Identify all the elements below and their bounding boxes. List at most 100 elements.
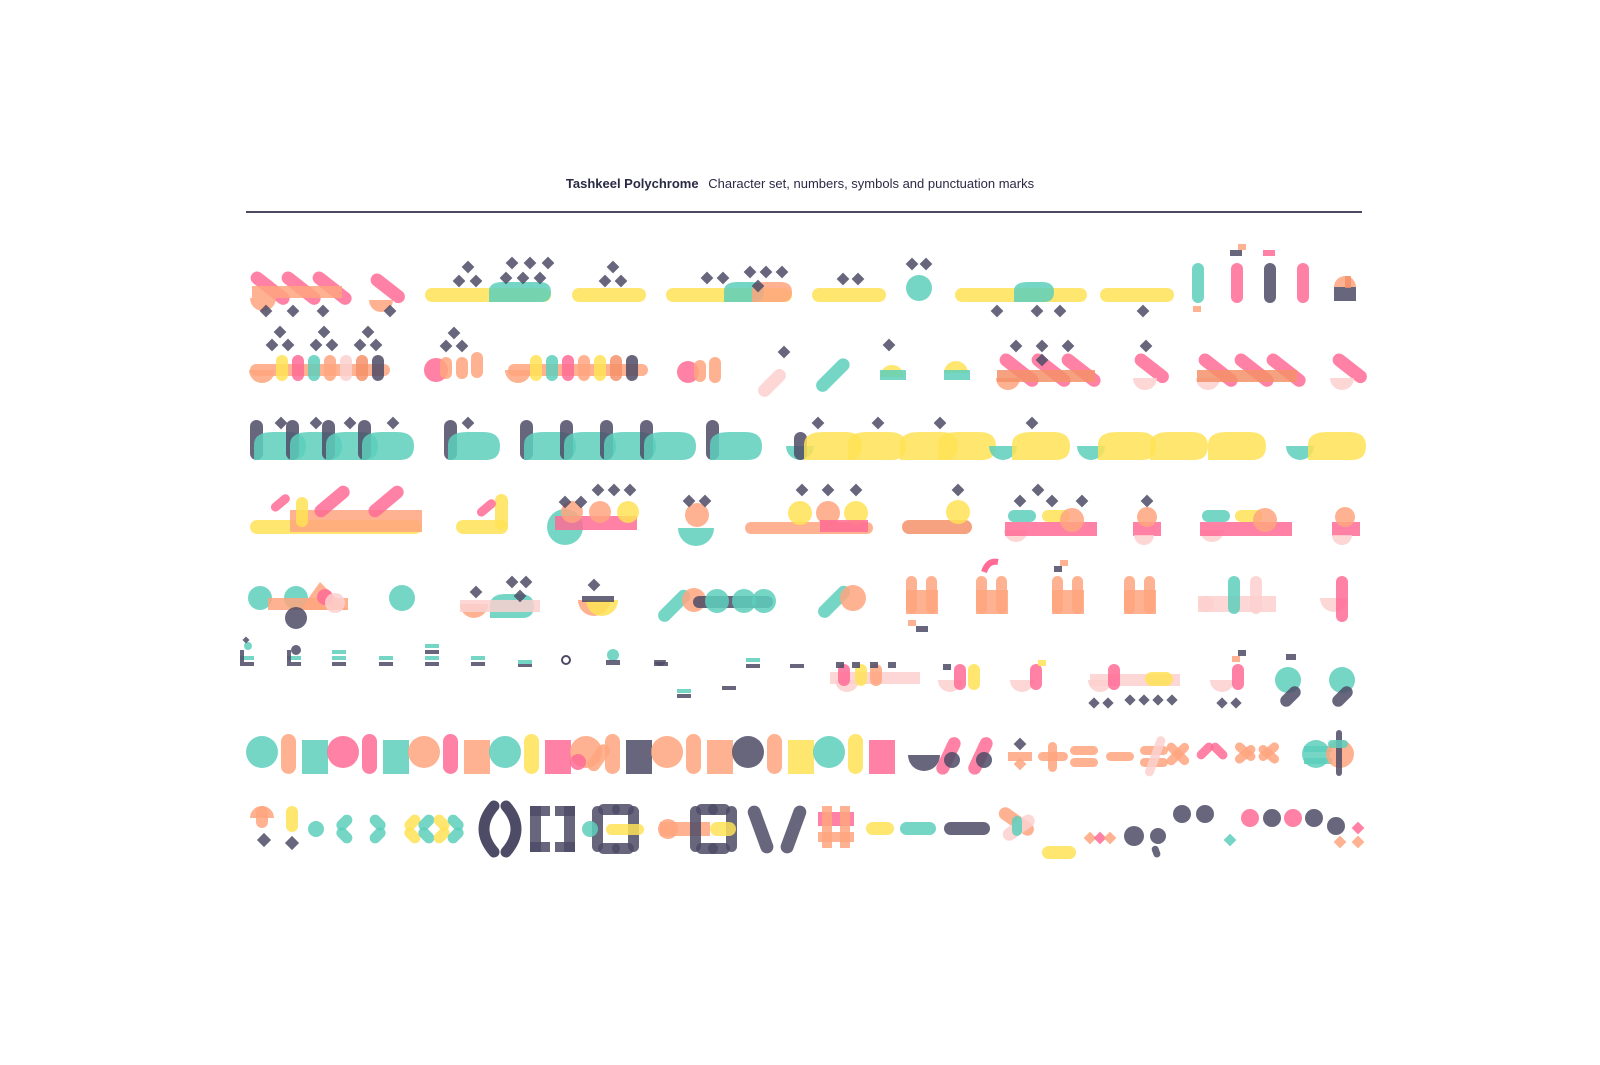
glyph-stroke <box>1070 758 1098 767</box>
glyph-dot <box>386 416 400 430</box>
glyph-bowl <box>1060 508 1084 532</box>
glyph-stroke <box>746 658 760 662</box>
glyph-stroke <box>1048 742 1057 772</box>
glyph-dot <box>461 416 475 430</box>
glyph-bowl <box>705 589 729 613</box>
glyph-stroke <box>578 355 590 381</box>
glyph-stroke <box>944 822 990 835</box>
glyph-stroke <box>447 814 464 831</box>
glyph-stroke <box>572 288 646 302</box>
glyph-stroke <box>1234 744 1256 764</box>
glyph-bowl <box>944 752 960 768</box>
glyph-bowl <box>586 600 618 616</box>
glyph-bowl <box>1012 432 1070 460</box>
glyph-bowl <box>1332 535 1352 545</box>
glyph-stroke <box>471 352 483 378</box>
glyph-stroke <box>707 740 733 774</box>
glyph-dot <box>1035 339 1049 353</box>
glyph-stroke <box>362 734 377 774</box>
glyph-stroke <box>1151 845 1161 858</box>
glyph-stroke <box>368 485 404 518</box>
glyph-stroke <box>1202 510 1230 522</box>
glyph-stroke <box>758 369 786 397</box>
glyph-bowl <box>908 755 940 771</box>
glyph-stroke <box>610 355 622 381</box>
glyph-stroke <box>418 814 435 831</box>
glyph-bowl <box>389 585 415 611</box>
glyph-stroke <box>372 355 384 381</box>
glyph-bowl <box>1208 432 1266 460</box>
glyph-dot <box>274 416 288 430</box>
glyph-bowl <box>651 736 683 768</box>
glyph-bowl <box>813 736 845 768</box>
glyph-stroke <box>612 804 634 815</box>
glyph-bowl <box>1124 826 1144 846</box>
glyph-stroke <box>722 686 736 690</box>
glyph-row-7 <box>246 730 1354 777</box>
glyph-stroke <box>1192 263 1204 303</box>
glyph-dot <box>361 325 375 339</box>
glyph-stroke <box>1332 686 1353 707</box>
glyph-bowl <box>582 821 598 837</box>
glyph-stroke <box>848 734 863 774</box>
glyph-stroke <box>686 734 701 774</box>
glyph-dot <box>990 304 1004 318</box>
glyph-stroke <box>546 355 558 381</box>
glyph-bowl <box>1137 507 1157 527</box>
glyph-bowl <box>246 736 278 768</box>
glyph-stroke <box>425 662 439 666</box>
glyph-stroke <box>968 664 980 690</box>
glyph-dot <box>1166 694 1178 706</box>
glyph-dot <box>1088 697 1100 709</box>
glyph-stroke <box>1054 566 1062 572</box>
glyph-dot <box>1140 494 1154 508</box>
glyph-stroke <box>1232 656 1240 662</box>
glyph-stroke <box>1197 370 1297 382</box>
glyph-stroke <box>1328 740 1348 748</box>
glyph-dot <box>455 339 469 353</box>
glyph-dot <box>716 271 730 285</box>
glyph-stroke <box>1332 522 1360 536</box>
glyph-stroke <box>870 662 878 668</box>
glyph-stroke <box>530 842 550 852</box>
glyph-stroke <box>286 806 298 832</box>
glyph-bowl <box>732 589 756 613</box>
glyph-dot <box>286 304 300 318</box>
glyph-stroke <box>302 740 328 774</box>
glyph-bowl <box>570 754 586 770</box>
glyph-stroke <box>880 370 906 380</box>
glyph-dot <box>325 338 339 352</box>
glyph-bowl <box>816 501 840 525</box>
glyph-stroke <box>379 656 393 660</box>
glyph-stroke <box>746 664 760 668</box>
glyph-stroke <box>866 822 894 835</box>
glyph-dot <box>1351 835 1365 849</box>
glyph-dot <box>469 274 483 288</box>
glyph-dot <box>614 274 628 288</box>
glyph-dot <box>1216 697 1228 709</box>
glyph-bowl <box>448 432 500 460</box>
glyph-dot <box>777 345 791 359</box>
glyph-stroke <box>916 626 928 632</box>
glyph-dot <box>1103 831 1117 845</box>
glyph-stroke <box>694 360 706 382</box>
glyph-stroke <box>332 656 346 660</box>
glyph-bowl <box>1134 535 1154 545</box>
glyph-stroke <box>290 510 422 532</box>
glyph-dot <box>1013 494 1027 508</box>
glyph-stroke <box>292 355 304 381</box>
specimen-brand-title: Tashkeel Polychrome <box>565 176 699 191</box>
glyph-stroke <box>838 664 850 686</box>
glyph-bowl <box>617 501 639 523</box>
glyph-stroke <box>1070 746 1098 755</box>
glyph-stroke <box>545 740 571 774</box>
glyph-stroke <box>287 650 291 662</box>
glyph-dot <box>759 265 773 279</box>
glyph-stroke <box>906 576 917 614</box>
glyph-dot <box>316 304 330 318</box>
glyph-stroke <box>404 827 421 844</box>
glyph-bowl <box>244 642 252 650</box>
glyph-dot <box>1223 833 1237 847</box>
glyph-dot <box>1045 494 1059 508</box>
glyph-stroke <box>820 520 868 532</box>
